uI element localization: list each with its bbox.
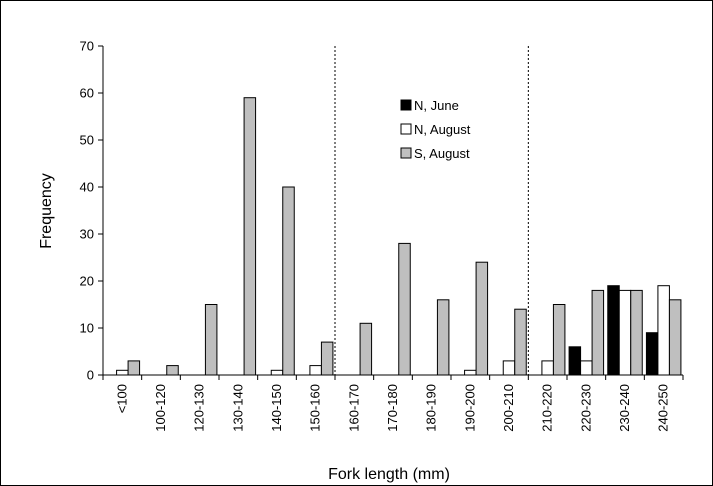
y-tick-label: 20 <box>80 274 94 289</box>
x-tick-label: 140-150 <box>269 384 284 432</box>
y-tick-label: 40 <box>80 180 94 195</box>
legend-swatch <box>400 99 412 111</box>
y-tick-label: 10 <box>80 321 94 336</box>
x-tick-label: 210-220 <box>540 384 555 432</box>
legend-swatch <box>400 123 412 135</box>
bar <box>541 360 554 376</box>
y-tick-label: 0 <box>87 368 94 383</box>
bar <box>166 365 179 376</box>
bar <box>580 360 593 376</box>
bar <box>645 332 659 376</box>
bar <box>309 365 322 376</box>
x-tick-label: 120-130 <box>192 384 207 432</box>
bar <box>270 369 284 376</box>
bar <box>359 322 373 376</box>
x-axis-ticks: <100 100-120 120-130 130-140 140-150 150-160 1… <box>102 375 684 432</box>
legend: N, June N, August S, August <box>400 98 471 161</box>
y-axis-title: Frequency <box>38 173 55 249</box>
bar <box>320 341 334 376</box>
bar <box>568 346 582 376</box>
legend-swatch <box>400 147 412 159</box>
bar <box>204 304 218 376</box>
y-tick-label: 70 <box>80 39 94 54</box>
bar <box>630 289 643 376</box>
x-tick-label: 100-120 <box>153 384 168 432</box>
x-tick-label: 150-160 <box>308 384 323 432</box>
y-tick-label: 50 <box>80 133 94 148</box>
legend-label: N, August <box>414 122 471 137</box>
legend-label: S, August <box>414 146 470 161</box>
bar <box>514 308 527 376</box>
bar <box>475 261 489 376</box>
bar <box>282 186 295 376</box>
x-tick-label: 230-240 <box>617 384 632 432</box>
x-tick-label: 130-140 <box>230 384 245 432</box>
x-tick-label: 220-230 <box>578 384 593 432</box>
bar <box>127 360 141 376</box>
legend-label: N, June <box>414 98 459 113</box>
divider-lines <box>334 46 529 375</box>
bar <box>657 285 670 376</box>
x-tick-label: <100 <box>114 384 129 413</box>
y-tick-label: 60 <box>80 86 94 101</box>
bar <box>243 97 257 376</box>
bar <box>502 360 516 376</box>
bars <box>116 97 682 376</box>
x-axis-title: Fork length (mm) <box>328 466 450 483</box>
bar <box>618 289 632 376</box>
bar <box>668 299 682 376</box>
x-tick-label: 180-190 <box>424 384 439 432</box>
y-axis-ticks: 0 10 20 30 40 50 60 70 <box>80 39 103 383</box>
x-tick-label: 170-180 <box>385 384 400 432</box>
x-tick-label: 200-210 <box>501 384 516 432</box>
x-tick-label: 240-250 <box>656 384 671 432</box>
bar <box>552 304 566 376</box>
bar <box>436 299 450 376</box>
bar <box>398 242 411 376</box>
x-tick-label: 190-200 <box>462 384 477 432</box>
bar <box>591 289 605 376</box>
axes <box>102 46 683 376</box>
bar <box>607 285 620 376</box>
x-tick-label: 160-170 <box>346 384 361 432</box>
bar <box>116 369 129 376</box>
bar <box>464 369 477 376</box>
y-tick-label: 30 <box>80 227 94 242</box>
